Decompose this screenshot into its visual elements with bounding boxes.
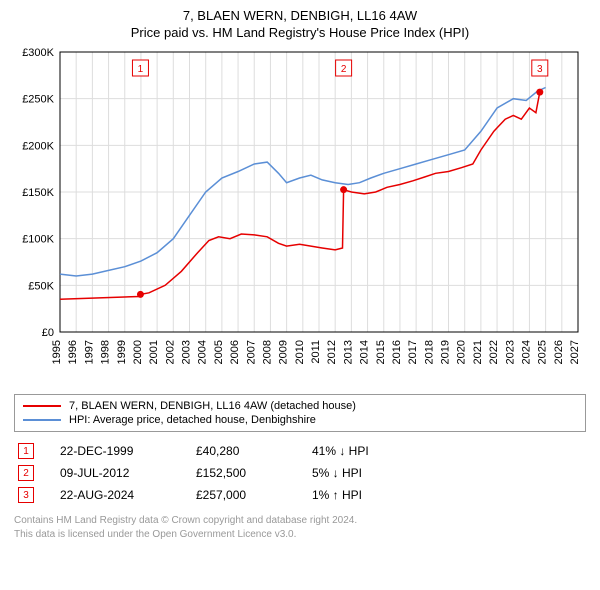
title-address: 7, BLAEN WERN, DENBIGH, LL16 4AW	[14, 8, 586, 23]
svg-text:2005: 2005	[213, 340, 225, 364]
svg-text:2012: 2012	[326, 340, 338, 364]
footer-attribution: Contains HM Land Registry data © Crown c…	[14, 514, 586, 541]
transaction-row: 3 22-AUG-2024 £257,000 1% ↑ HPI	[14, 484, 586, 506]
line-chart: £0 £50K £100K £150K £200K £250K £300K 1995 1996 1…	[14, 46, 586, 386]
svg-text:2017: 2017	[407, 340, 419, 364]
svg-text:£50K: £50K	[28, 280, 54, 292]
svg-text:£0: £0	[42, 327, 54, 339]
transaction-row: 1 22-DEC-1999 £40,280 41% ↓ HPI	[14, 440, 586, 462]
svg-text:2018: 2018	[423, 340, 435, 364]
svg-text:2008: 2008	[261, 340, 273, 364]
transaction-date: 22-DEC-1999	[60, 444, 170, 458]
footer-line-1: Contains HM Land Registry data © Crown c…	[14, 514, 586, 528]
legend-swatch	[23, 405, 61, 407]
svg-text:2009: 2009	[278, 340, 290, 364]
transaction-price: £257,000	[196, 488, 286, 502]
svg-text:2011: 2011	[310, 340, 322, 364]
transaction-price: £152,500	[196, 466, 286, 480]
svg-text:1996: 1996	[67, 340, 79, 364]
transaction-date: 09-JUL-2012	[60, 466, 170, 480]
svg-text:£250K: £250K	[22, 94, 54, 106]
svg-text:2000: 2000	[132, 340, 144, 364]
transaction-marker: 2	[18, 465, 34, 481]
svg-text:2021: 2021	[472, 340, 484, 364]
svg-text:2004: 2004	[197, 340, 209, 364]
svg-text:£200K: £200K	[22, 140, 54, 152]
footer-line-2: This data is licensed under the Open Gov…	[14, 528, 586, 542]
transaction-marker: 3	[18, 487, 34, 503]
svg-text:2023: 2023	[504, 340, 516, 364]
svg-text:1998: 1998	[100, 340, 112, 364]
chart-container: 7, BLAEN WERN, DENBIGH, LL16 4AW Price p…	[0, 0, 600, 551]
svg-text:2013: 2013	[342, 340, 354, 364]
svg-text:1999: 1999	[116, 340, 128, 364]
svg-text:2022: 2022	[488, 340, 500, 364]
svg-text:2006: 2006	[229, 340, 241, 364]
transaction-price: £40,280	[196, 444, 286, 458]
svg-text:2010: 2010	[294, 340, 306, 364]
legend: 7, BLAEN WERN, DENBIGH, LL16 4AW (detach…	[14, 394, 586, 432]
svg-text:2024: 2024	[520, 340, 532, 364]
svg-text:£300K: £300K	[22, 47, 54, 59]
transaction-diff: 41% ↓ HPI	[312, 444, 412, 458]
svg-text:2027: 2027	[569, 340, 581, 364]
transactions-table: 1 22-DEC-1999 £40,280 41% ↓ HPI 2 09-JUL-2012…	[14, 440, 586, 506]
transaction-row: 2 09-JUL-2012 £152,500 5% ↓ HPI	[14, 462, 586, 484]
svg-text:1995: 1995	[51, 340, 63, 364]
svg-text:2026: 2026	[553, 340, 565, 364]
svg-text:1997: 1997	[83, 340, 95, 364]
svg-text:2014: 2014	[359, 340, 371, 364]
transaction-diff: 1% ↑ HPI	[312, 488, 412, 502]
svg-text:2020: 2020	[456, 340, 468, 364]
legend-row: HPI: Average price, detached house, Denb…	[23, 413, 577, 427]
svg-text:2007: 2007	[245, 340, 257, 364]
svg-text:2001: 2001	[148, 340, 160, 364]
svg-text:1: 1	[138, 64, 144, 75]
transaction-marker: 1	[18, 443, 34, 459]
svg-text:2016: 2016	[391, 340, 403, 364]
chart-svg: £0 £50K £100K £150K £200K £250K £300K 1995 1996 1…	[14, 46, 586, 386]
svg-text:2002: 2002	[164, 340, 176, 364]
title-subtitle: Price paid vs. HM Land Registry's House …	[14, 25, 586, 40]
svg-text:£150K: £150K	[22, 187, 54, 199]
transaction-diff: 5% ↓ HPI	[312, 466, 412, 480]
svg-text:2: 2	[341, 64, 347, 75]
legend-label: 7, BLAEN WERN, DENBIGH, LL16 4AW (detach…	[69, 400, 356, 412]
svg-text:2025: 2025	[537, 340, 549, 364]
transaction-date: 22-AUG-2024	[60, 488, 170, 502]
legend-row: 7, BLAEN WERN, DENBIGH, LL16 4AW (detach…	[23, 399, 577, 413]
svg-text:2015: 2015	[375, 340, 387, 364]
legend-swatch	[23, 419, 61, 421]
svg-text:2003: 2003	[181, 340, 193, 364]
svg-text:3: 3	[537, 64, 543, 75]
svg-text:2019: 2019	[440, 340, 452, 364]
svg-text:£100K: £100K	[22, 234, 54, 246]
legend-label: HPI: Average price, detached house, Denb…	[69, 414, 316, 426]
